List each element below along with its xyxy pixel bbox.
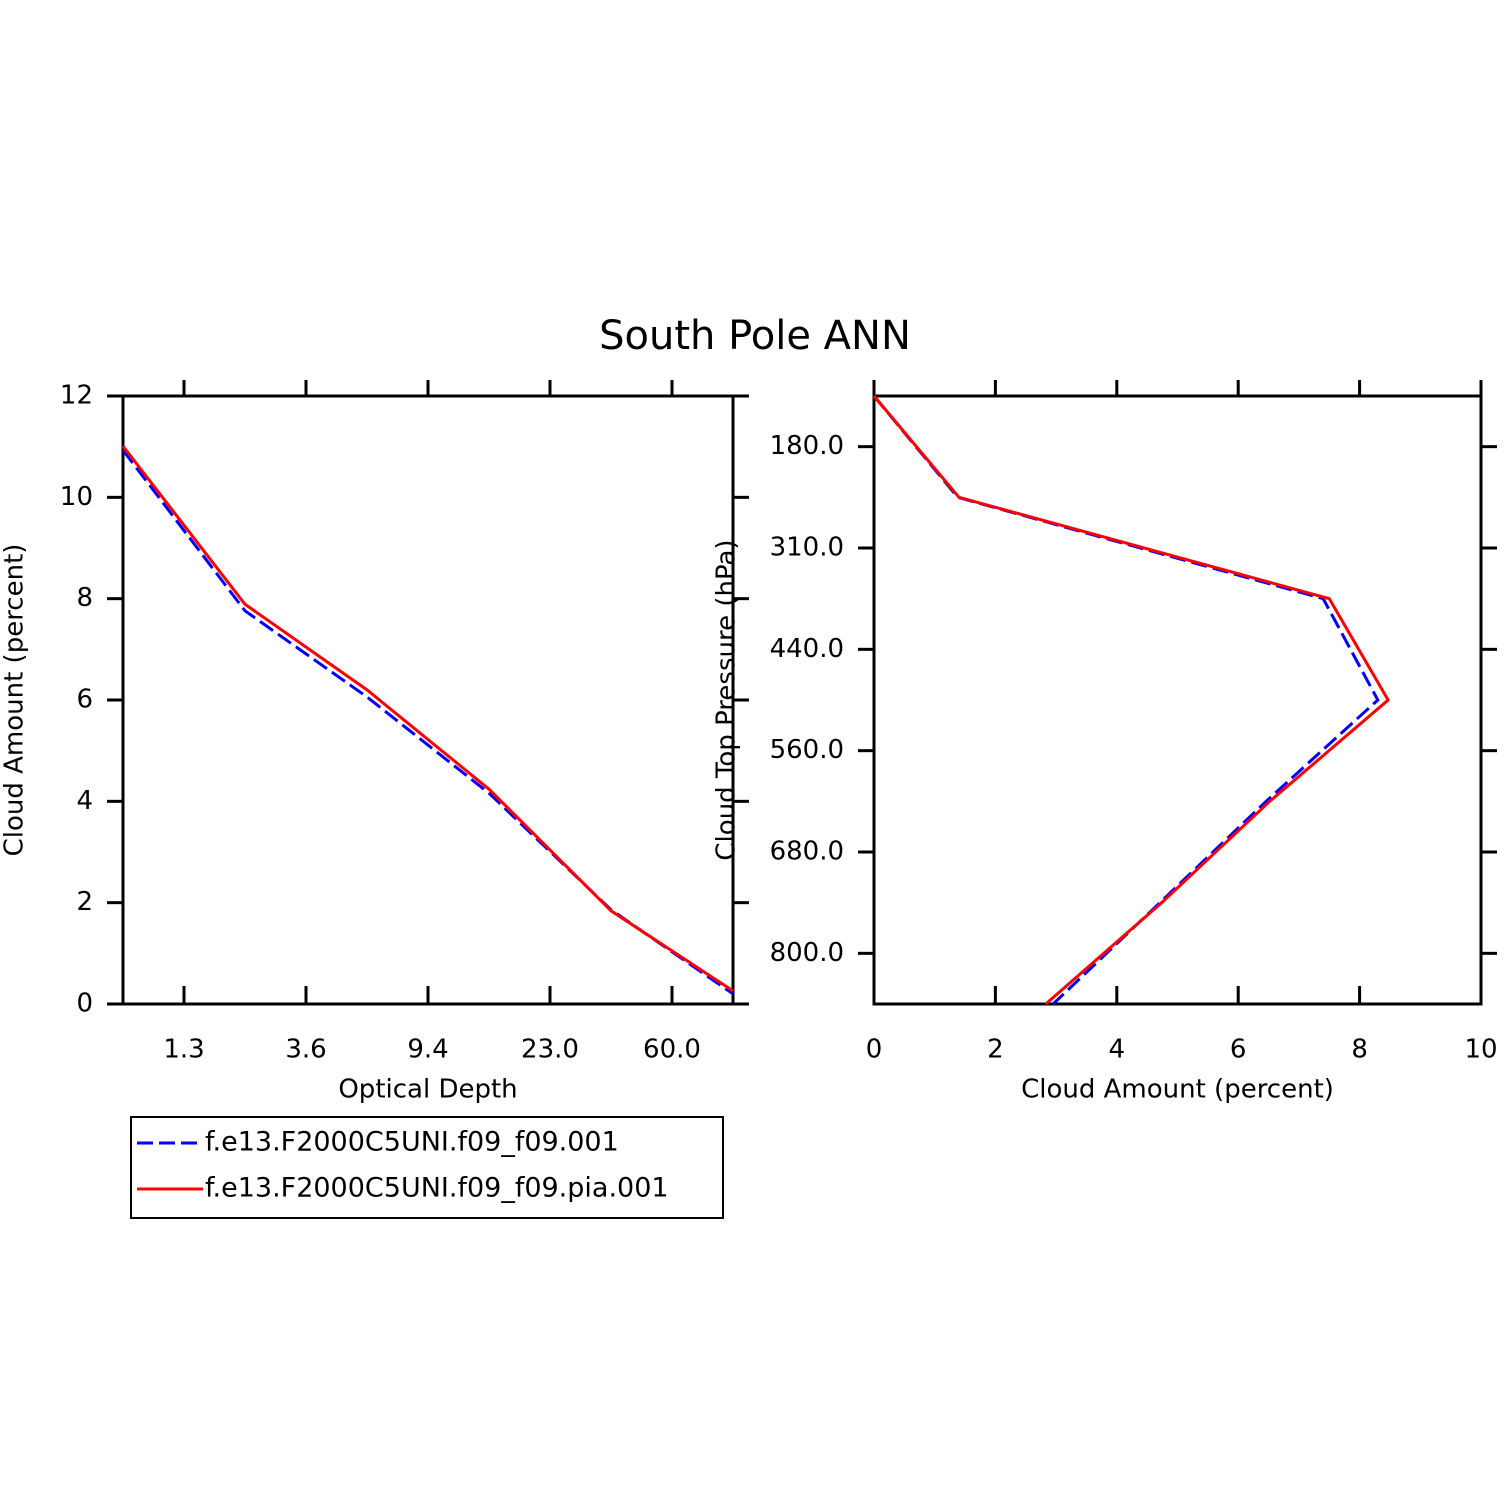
y-tick-label: 4 — [76, 786, 93, 816]
legend-box — [130, 1116, 724, 1219]
x-tick-label: 3.6 — [285, 1035, 326, 1065]
x-axis-label: Optical Depth — [338, 1075, 517, 1105]
y-tick-label: 440.0 — [770, 634, 844, 664]
series-line — [872, 395, 1391, 1006]
plot-frame — [121, 394, 735, 1006]
y-tick-label: 560.0 — [770, 735, 844, 765]
y-tick-label: 8 — [76, 583, 93, 613]
y-tick-label: 10 — [60, 482, 93, 512]
series-line — [872, 395, 1380, 1006]
x-tick-label: 10 — [1464, 1035, 1497, 1065]
y-tick-label: 680.0 — [770, 837, 844, 867]
figure-title: South Pole ANN — [599, 313, 911, 359]
x-tick-label: 23.0 — [521, 1035, 579, 1065]
series-line — [121, 445, 734, 993]
y-tick-label: 180.0 — [770, 431, 844, 461]
y-axis-label: Cloud Top Pressure (hPa) — [712, 539, 742, 860]
x-tick-label: 9.4 — [407, 1035, 448, 1065]
series-line — [121, 449, 734, 996]
x-tick-label: 60.0 — [643, 1035, 701, 1065]
x-tick-label: 8 — [1351, 1035, 1368, 1065]
x-tick-label: 0 — [866, 1035, 883, 1065]
y-tick-label: 6 — [76, 685, 93, 715]
legend-label: f.e13.F2000C5UNI.f09_f09.pia.001 — [205, 1173, 669, 1204]
y-tick-label: 310.0 — [770, 533, 844, 563]
plot-frame — [872, 394, 1483, 1006]
y-tick-label: 2 — [76, 887, 93, 917]
x-tick-label: 2 — [987, 1035, 1004, 1065]
y-tick-label: 12 — [60, 381, 93, 411]
x-tick-label: 1.3 — [163, 1035, 204, 1065]
x-axis-label: Cloud Amount (percent) — [1021, 1075, 1334, 1105]
x-tick-label: 6 — [1230, 1035, 1247, 1065]
x-tick-label: 4 — [1109, 1035, 1126, 1065]
legend-label: f.e13.F2000C5UNI.f09_f09.001 — [205, 1127, 619, 1158]
y-tick-label: 0 — [76, 989, 93, 1019]
y-axis-label: Cloud Amount (percent) — [0, 544, 30, 857]
y-tick-label: 800.0 — [770, 938, 844, 968]
